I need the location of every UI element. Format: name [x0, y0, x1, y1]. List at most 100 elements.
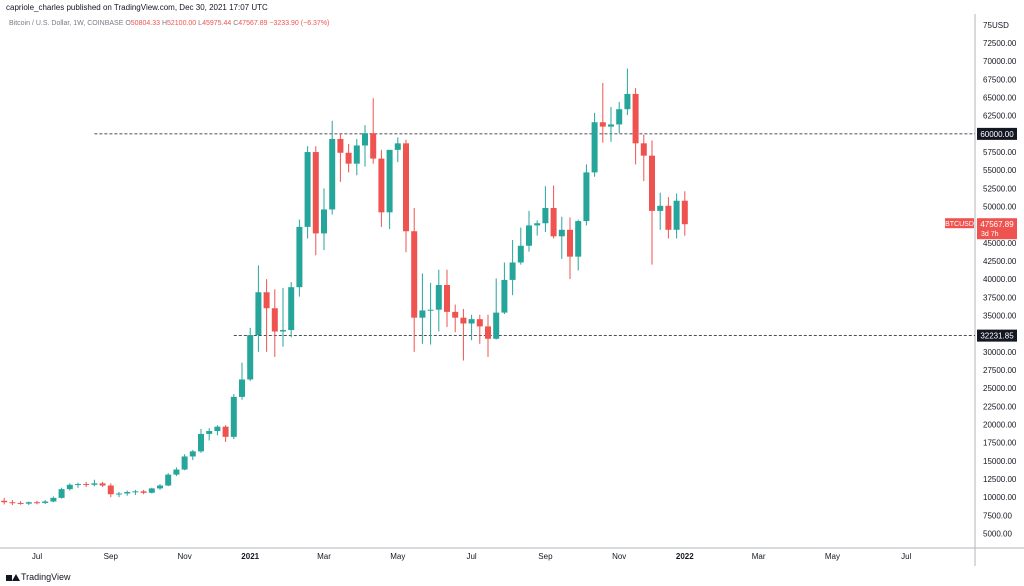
price-tick-label: 27500.00	[983, 366, 1017, 375]
candle-body	[312, 152, 319, 234]
published-caption: capriole_charles published on TradingVie…	[6, 3, 268, 12]
price-tick-label: 50000.00	[983, 203, 1017, 212]
currency-label: USD	[992, 21, 1009, 30]
price-tick-label: 15000.00	[983, 457, 1017, 466]
time-tick-label: Sep	[104, 552, 119, 561]
symbol-name: Bitcoin / U.S. Dollar, 1W, COINBASE	[9, 20, 124, 27]
level-price-label: 32231.85	[980, 332, 1014, 341]
price-tick-label: 25000.00	[983, 384, 1017, 393]
candle-body	[239, 379, 245, 397]
price-tick-label: 30000.00	[983, 348, 1017, 357]
level-price-label: 60000.00	[980, 130, 1014, 139]
price-tick-label: 45000.00	[983, 239, 1017, 248]
time-tick-label: Nov	[612, 552, 626, 561]
candle-body	[132, 491, 139, 493]
price-tick-label: 17500.00	[983, 439, 1017, 448]
candle-body	[476, 319, 483, 327]
candle-body	[255, 292, 262, 336]
candle-body	[206, 431, 213, 434]
price-tick-label: 62500.00	[983, 112, 1017, 121]
candle-body	[673, 200, 680, 230]
candle-body	[34, 502, 40, 504]
candle-body	[157, 485, 163, 489]
symbol-badge-label: BTCUSD	[945, 221, 974, 228]
close-label: C	[233, 20, 239, 27]
candle-body	[9, 502, 16, 504]
price-tick-label: 5000.00	[983, 529, 1012, 538]
candle-body	[296, 226, 303, 288]
candle-body	[616, 109, 623, 125]
candle-body	[681, 200, 688, 225]
time-tick-label: Sep	[538, 552, 553, 561]
price-tick-label: 72500.00	[983, 39, 1017, 48]
bar-countdown-label: 3d 7h	[981, 231, 999, 238]
candle-body	[50, 497, 57, 502]
candle-body	[550, 207, 557, 237]
candle-body	[288, 287, 295, 331]
price-tick-label: 57500.00	[983, 148, 1017, 157]
candle-body	[493, 312, 500, 339]
candle-body	[657, 205, 664, 211]
price-tick-label: 55000.00	[983, 166, 1017, 175]
price-tick-label: 52500.00	[983, 184, 1017, 193]
level-price-badge	[977, 329, 1017, 342]
candle-body	[263, 292, 270, 309]
candle-body	[99, 483, 106, 486]
candle-body	[526, 225, 532, 246]
candle-body	[386, 149, 393, 213]
candle-body	[42, 501, 49, 503]
candle-body	[1, 500, 8, 503]
candle-body	[75, 484, 81, 486]
candle-body	[304, 152, 311, 227]
price-tick-label: 37500.00	[983, 293, 1017, 302]
candle-body	[419, 310, 426, 318]
price-tick-label: 75	[983, 21, 992, 30]
candle-body	[321, 209, 327, 234]
candle-body	[329, 138, 336, 210]
time-tick-label: Jul	[901, 552, 911, 561]
candle-body	[107, 485, 114, 495]
price-tick-label: 65000.00	[983, 94, 1017, 103]
time-tick-label: 2022	[676, 552, 694, 561]
candle-body	[583, 172, 590, 222]
candle-body	[116, 493, 122, 495]
candle-body	[181, 456, 188, 470]
candle-body	[173, 469, 180, 475]
candle-body	[599, 122, 606, 127]
candle-body	[567, 229, 573, 257]
candle-body	[140, 491, 147, 493]
candle-body	[534, 223, 541, 226]
candle-body	[509, 262, 516, 280]
brand-name: TradingView	[21, 572, 71, 582]
candle-body	[403, 143, 409, 232]
candle-body	[468, 319, 475, 324]
tradingview-logo: TradingView	[6, 572, 71, 582]
candle-body	[394, 143, 401, 150]
candle-body	[17, 502, 24, 504]
close-value: 47567.89	[238, 20, 268, 27]
candle-body	[411, 231, 418, 318]
candle-body	[485, 326, 491, 339]
candle-body	[83, 484, 90, 486]
candle-body	[345, 152, 352, 164]
price-tick-label: 20000.00	[983, 420, 1017, 429]
price-tick-label: 42500.00	[983, 257, 1017, 266]
candle-body	[230, 396, 237, 437]
price-tick-label: 22500.00	[983, 402, 1017, 411]
high-label: H	[161, 20, 167, 27]
time-tick-label: Nov	[177, 552, 191, 561]
candle-body	[665, 205, 672, 230]
time-tick-label: Jul	[32, 552, 42, 561]
candle-body	[517, 245, 524, 263]
candle-body	[222, 426, 229, 437]
candle-body	[632, 93, 639, 144]
candle-body	[460, 317, 467, 324]
price-tick-label: 40000.00	[983, 275, 1017, 284]
candle-body	[58, 489, 65, 498]
price-tick-label: 70000.00	[983, 57, 1017, 66]
candle-body	[66, 484, 73, 490]
candle-body	[165, 474, 172, 486]
candle-body	[558, 229, 565, 237]
time-tick-label: May	[390, 552, 405, 561]
